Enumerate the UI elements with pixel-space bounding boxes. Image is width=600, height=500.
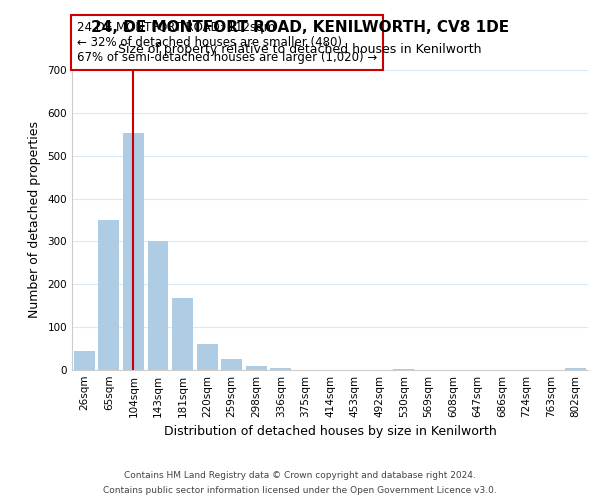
Bar <box>172 298 193 370</box>
Text: 24, DE MONTFORT ROAD, KENILWORTH, CV8 1DE: 24, DE MONTFORT ROAD, KENILWORTH, CV8 1D… <box>91 20 509 35</box>
Text: 24 DE MONTFORT ROAD: 112sqm
← 32% of detached houses are smaller (480)
67% of se: 24 DE MONTFORT ROAD: 112sqm ← 32% of det… <box>77 21 377 64</box>
Bar <box>393 369 414 370</box>
Text: Contains HM Land Registry data © Crown copyright and database right 2024.: Contains HM Land Registry data © Crown c… <box>124 471 476 480</box>
Y-axis label: Number of detached properties: Number of detached properties <box>28 122 41 318</box>
Bar <box>565 368 586 370</box>
X-axis label: Distribution of detached houses by size in Kenilworth: Distribution of detached houses by size … <box>164 426 496 438</box>
Text: Size of property relative to detached houses in Kenilworth: Size of property relative to detached ho… <box>118 42 482 56</box>
Text: Contains public sector information licensed under the Open Government Licence v3: Contains public sector information licen… <box>103 486 497 495</box>
Bar <box>197 344 218 370</box>
Bar <box>74 350 95 370</box>
Bar <box>98 220 119 370</box>
Bar <box>221 360 242 370</box>
Bar <box>271 368 292 370</box>
Bar <box>246 366 267 370</box>
Bar <box>123 133 144 370</box>
Bar <box>148 242 169 370</box>
